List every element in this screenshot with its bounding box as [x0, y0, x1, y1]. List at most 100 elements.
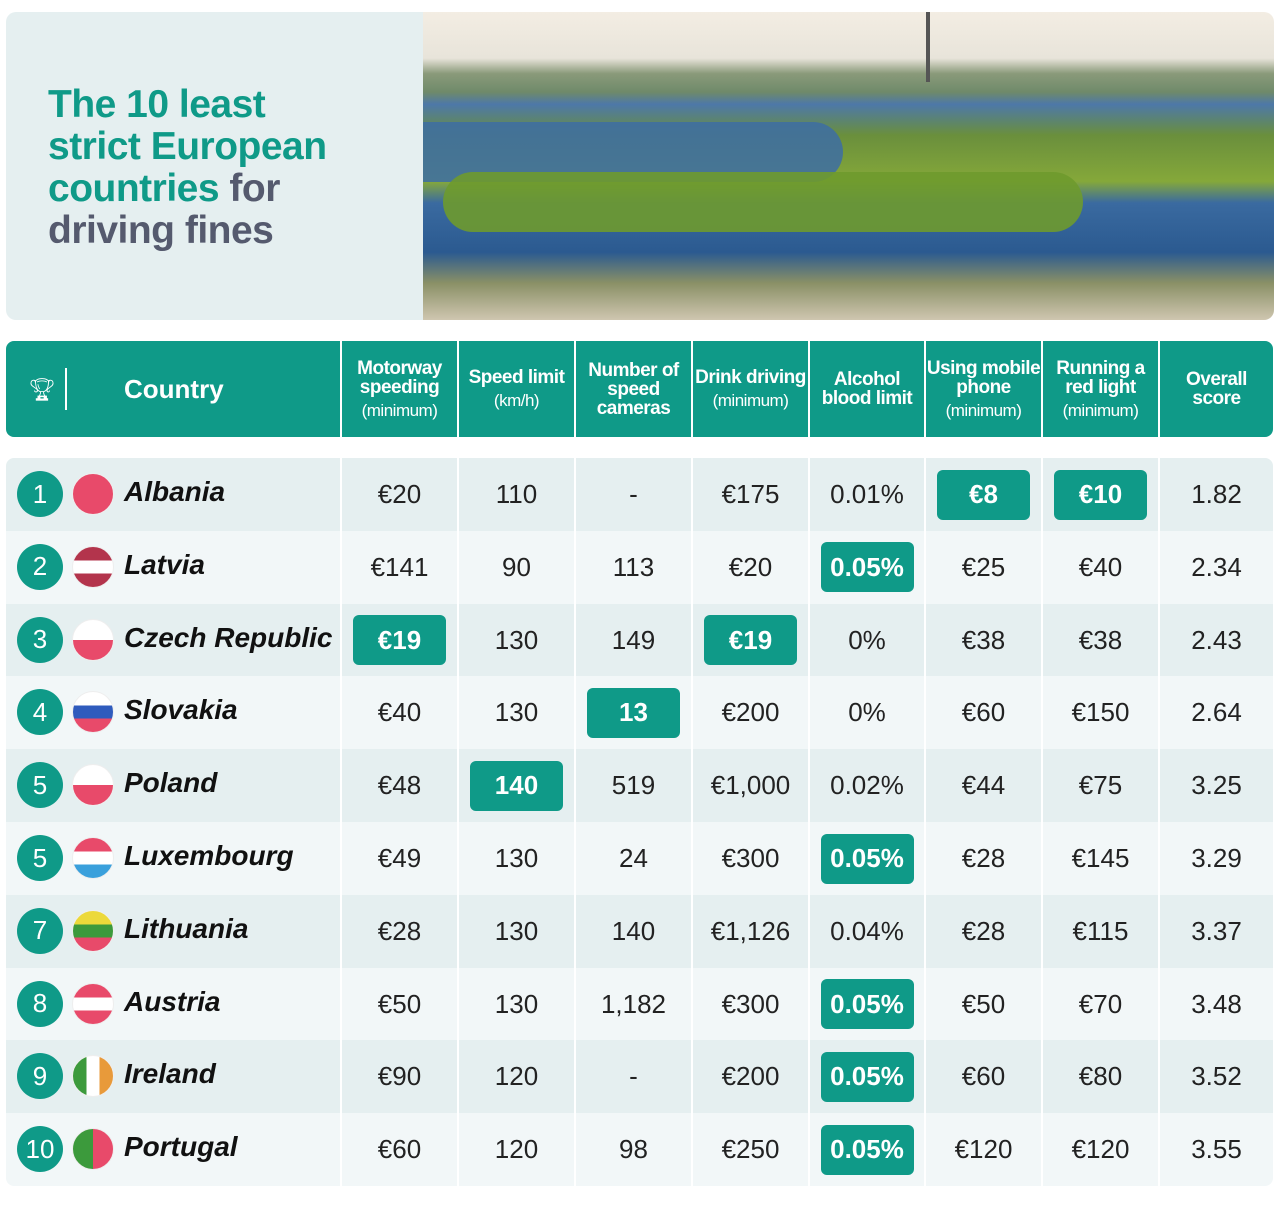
cell-value: €1,126: [710, 915, 791, 946]
header-label: Speed limit: [468, 367, 565, 388]
table-row: 7 Lithuania €28 130 140 €1,126 0.04% €28 €115 3.3…: [6, 894, 1273, 968]
table-cell: 130: [457, 603, 574, 677]
country-name: Slovakia: [124, 694, 238, 726]
table-cell: 2.43: [1158, 603, 1273, 677]
table-cell: €175: [691, 458, 808, 531]
country-name: Luxembourg: [124, 840, 294, 871]
table-cell: €141: [340, 530, 457, 604]
table-cell: €38: [1041, 603, 1158, 677]
header-column: Drink driving (minimum): [691, 341, 808, 437]
table-cell: 3.52: [1158, 1040, 1273, 1114]
table-cell: €8: [924, 458, 1041, 531]
cell-value: 0.02%: [830, 770, 904, 801]
cell-value: €38: [961, 624, 1006, 655]
table-row: 8 Austria €50 130 1,182 €300 0.05% €50 €70 3.48: [6, 967, 1273, 1041]
table-cell: €80: [1041, 1040, 1158, 1114]
rank-badge: 4: [17, 689, 63, 736]
table-cell: €28: [924, 894, 1041, 968]
table-row: 10 Portugal €60 120 98 €250 0.05% €120 €120 3.55: [6, 1113, 1273, 1187]
cell-value: €115: [1072, 915, 1129, 946]
poland-flag-icon: [72, 764, 114, 807]
header-column: Using mobile phone (minimum): [924, 341, 1041, 437]
table-cell: €300: [691, 967, 808, 1041]
page-title: The 10 least strict European countries f…: [48, 84, 327, 252]
highlighted-value: 0.05%: [820, 1124, 914, 1175]
cell-value: €200: [721, 697, 780, 728]
cell-value: €60: [961, 697, 1006, 728]
title-line: The 10 least: [48, 83, 266, 126]
tv-tower: [926, 12, 930, 82]
cell-value: €90: [377, 1061, 422, 1092]
country-name: Austria: [124, 985, 221, 1017]
cell-value: €48: [377, 770, 422, 801]
lithuania-flag-icon: [72, 909, 114, 952]
highlighted-value: 140: [470, 760, 563, 811]
cell-value: 120: [494, 1061, 539, 1092]
header-label: Number of speed cameras: [588, 359, 679, 419]
latvia-flag-icon: [72, 545, 114, 588]
highlighted-value: €8: [937, 469, 1030, 520]
portugal-flag-icon: [72, 1128, 114, 1171]
cell-value: €70: [1078, 988, 1123, 1019]
table-cell: €115: [1041, 894, 1158, 968]
table-row: 3 Czech Republic €19 130 149 €19 0% €38 €38 2.43: [6, 603, 1273, 677]
rank-badge: 7: [17, 907, 63, 954]
header-country: Country: [124, 374, 224, 404]
cell-value: €40: [377, 697, 422, 728]
table-cell: 130: [457, 894, 574, 968]
city-photo: [423, 12, 1274, 320]
cell-value: 130: [494, 624, 539, 655]
header-sublabel: (minimum): [712, 391, 789, 410]
table-cell: 24: [574, 822, 691, 895]
table-cell: 120: [457, 1113, 574, 1187]
highlighted-value: 0.05%: [820, 833, 914, 884]
country-name: Lithuania: [124, 912, 249, 944]
cell-value: €175: [721, 479, 780, 509]
albania-flag-icon: [72, 473, 114, 515]
table-cell: €19: [691, 603, 808, 677]
country-name: Czech Republic: [124, 621, 333, 653]
table-row: 9 Ireland €90 120 - €200 0.05% €60 €80 3.52: [6, 1040, 1273, 1114]
divider: [65, 368, 67, 410]
cell-value: 3.29: [1191, 843, 1242, 873]
table-cell: €120: [1041, 1113, 1158, 1187]
cell-value: 149: [611, 624, 656, 655]
table-cell: 2.34: [1158, 530, 1273, 604]
cell-value: 140: [611, 915, 656, 946]
cell-value: 0%: [848, 697, 886, 728]
cell-value: 3.52: [1191, 1061, 1242, 1092]
cell-value: €25: [961, 551, 1006, 582]
rank-badge: 5: [17, 835, 63, 881]
table-cell: €50: [340, 967, 457, 1041]
header-label: Overall score: [1186, 369, 1247, 409]
cell-value: €38: [1078, 624, 1123, 655]
table-cell: €28: [924, 822, 1041, 895]
table-cell: €10: [1041, 458, 1158, 531]
cell-value: €250: [721, 1134, 780, 1165]
header-column: Running a red light (minimum): [1041, 341, 1158, 437]
table-cell: €150: [1041, 676, 1158, 750]
cell-value: 90: [502, 551, 531, 582]
cell-value: 2.34: [1191, 551, 1242, 582]
table-cell: 120: [457, 1040, 574, 1114]
cell-value: €120: [1071, 1134, 1130, 1165]
table-cell: 0.05%: [808, 967, 924, 1041]
table-cell: 130: [457, 967, 574, 1041]
cell-value: €20: [377, 479, 422, 509]
table-cell: 140: [574, 894, 691, 968]
title-line: countries: [48, 167, 220, 210]
table-cell: €70: [1041, 967, 1158, 1041]
header-column: Overall score: [1158, 341, 1273, 437]
cell-value: €120: [954, 1134, 1013, 1165]
header-sublabel: (minimum): [945, 400, 1022, 420]
highlighted-value: €10: [1054, 469, 1147, 520]
table-cell: -: [574, 1040, 691, 1114]
cell-value: €28: [377, 915, 422, 946]
table-cell: €90: [340, 1040, 457, 1114]
highlighted-value: €19: [704, 615, 797, 666]
table-cell: €300: [691, 822, 808, 895]
table-cell: 3.25: [1158, 749, 1273, 823]
cell-value: 1,182: [600, 988, 667, 1019]
cell-value: €49: [377, 843, 422, 873]
cell-value: €50: [377, 988, 422, 1019]
